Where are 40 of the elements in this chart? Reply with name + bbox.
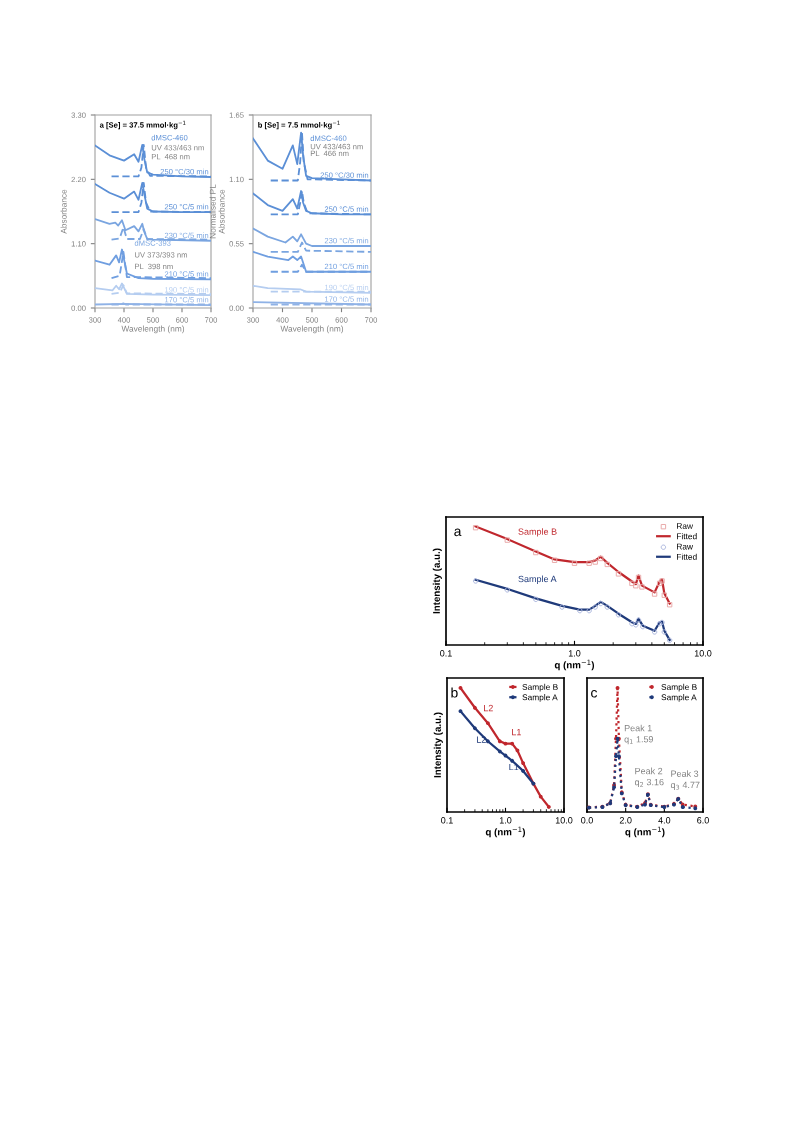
x-axis-title: Wavelength (nm)	[121, 325, 185, 334]
legend-label: Raw	[677, 543, 694, 550]
chart-title: b	[451, 687, 458, 698]
x-axis-title: Wavelength (nm)	[280, 325, 344, 334]
legend-label: Sample B	[661, 683, 697, 692]
legend-label: Sample A	[522, 694, 558, 702]
x-tick-label: 1.0	[568, 650, 581, 657]
annotation: q$_{1}$ 1.59	[624, 736, 653, 745]
annotation: Peak 2	[635, 767, 663, 775]
annotation: Sample A	[518, 575, 557, 584]
annotation: q$_{2}$ 3.16	[634, 778, 664, 788]
x-tick-label: 6.0	[697, 817, 709, 824]
y-axis-title: Intensity (a.u.)	[433, 712, 443, 778]
legend-label: Fitted	[677, 533, 697, 540]
legend-label: Sample A	[661, 694, 697, 702]
annotation: Sample B	[518, 528, 557, 537]
legend-label: Raw	[677, 523, 694, 529]
x-tick-label: 2.0	[619, 817, 632, 824]
annotation: L1	[512, 729, 521, 736]
x-tick-label: 0.1	[441, 817, 453, 824]
x-tick-label: 0.1	[440, 650, 452, 657]
y-axis-title: Absorbance	[60, 189, 67, 234]
x-tick-label: 4.0	[658, 817, 671, 824]
x-axis-title: q (nm$^{−1}$)	[625, 826, 665, 838]
legend-label: Sample B	[522, 683, 558, 692]
annotation: L2	[484, 704, 493, 712]
legend-label: Fitted	[677, 553, 697, 560]
y-axis-title: Intensity (a.u.)	[432, 548, 442, 614]
x-axis-title: q (nm$^{−1}$)	[554, 659, 595, 671]
x-axis-title: q (nm$^{−1}$)	[485, 826, 526, 838]
annotation: q$_{3}$ 4.77	[670, 781, 700, 790]
chart-title: a	[454, 528, 462, 537]
annotation: Peak 1	[624, 724, 652, 732]
annotation: Peak 3	[671, 770, 699, 777]
chart-title: c	[591, 689, 598, 698]
x-tick-label: 1.0	[499, 817, 512, 824]
x-tick-label: 0.0	[581, 817, 593, 824]
x-tick-label: 10.0	[694, 650, 712, 657]
y-axis-title: Normalised PL Absorbance	[209, 184, 225, 239]
x-tick-label: 10.0	[555, 817, 573, 824]
